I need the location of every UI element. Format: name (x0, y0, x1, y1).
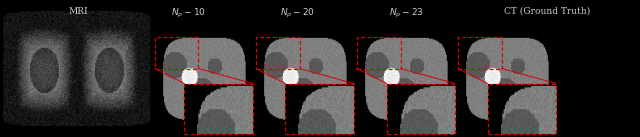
Bar (488, 84, 556, 134)
Bar (488, 84, 556, 134)
Bar (285, 84, 354, 134)
Bar (458, 37, 502, 68)
Bar (184, 84, 253, 134)
Bar (387, 84, 455, 134)
Bar (256, 37, 300, 68)
Bar (184, 84, 253, 134)
Text: MRI: MRI (68, 7, 88, 16)
Bar (357, 37, 401, 68)
Bar (285, 84, 354, 134)
Text: CT (Ground Truth): CT (Ground Truth) (504, 7, 590, 16)
Bar (387, 84, 455, 134)
Bar (155, 37, 198, 68)
Text: $N_p - 20$: $N_p - 20$ (280, 7, 315, 20)
Bar (387, 84, 455, 134)
Text: $N_p - 10$: $N_p - 10$ (172, 7, 206, 20)
Bar (184, 84, 253, 134)
Bar (285, 84, 354, 134)
Bar (488, 84, 556, 134)
Text: $N_p - 23$: $N_p - 23$ (389, 7, 424, 20)
